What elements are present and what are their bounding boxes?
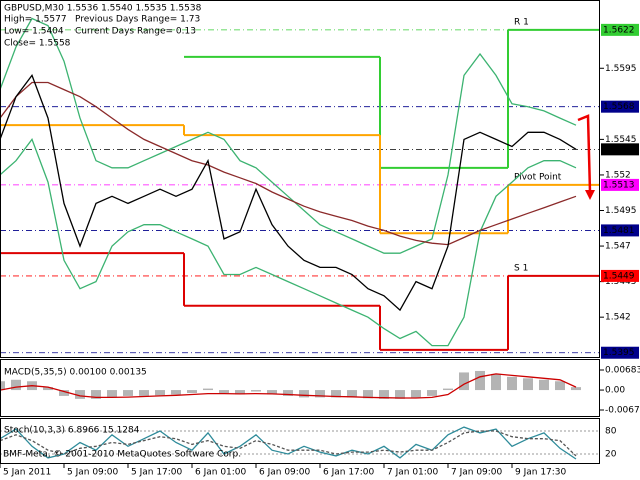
info: Previous Days Range= 1.73 [75,15,200,25]
x-tick-label: 6 Jan 17:00 [323,468,375,478]
panel-title: MACD(5,35,5) 0.00100 0.00135 [4,368,147,378]
series-line [0,430,577,457]
series-line [0,74,577,312]
stoch-frame [0,418,600,464]
price-box [601,269,639,282]
histogram-bar [0,381,5,391]
plot-area: R 1 Pivot Point S 1 [0,17,600,460]
info: High= 1.5577 [4,15,67,25]
copyright: BMF-Meta, © 2001-2010 MetaQuotes Softwar… [3,450,241,460]
price-box [601,100,639,113]
histogram-bar [139,390,149,396]
pivot-label: Pivot Point [514,172,562,182]
histogram-bar [523,378,533,391]
histogram-bar [491,373,501,391]
histogram-bar [395,390,405,399]
histogram-bar [91,390,101,399]
y-tick-label: 1.552 [605,170,631,180]
price-box [601,346,639,359]
series-line [0,81,577,246]
histogram-bar [155,390,165,396]
histogram-bar [379,390,389,399]
arrow [577,114,592,193]
main-frame [0,0,600,358]
price-box [601,23,639,36]
y-tick-label: 0.00 [605,386,625,396]
x-tick-label: 7 Jan 09:00 [451,468,503,478]
histogram-bar [555,381,565,391]
histogram-bar [347,390,357,398]
histogram-bar [75,390,85,399]
histogram-bar [459,372,469,391]
price-box-label: 1.5538 [603,145,635,155]
y-tick-label: 20 [605,450,617,460]
x-tick-label: 6 Jan 09:00 [259,468,311,478]
price-box-label: 1.5568 [603,102,635,112]
y-tick-label: 0.00683 [605,366,640,376]
histogram-bar [187,390,197,393]
x-tick-label: 6 Jan 01:00 [195,468,247,478]
series-line [0,17,577,254]
info: Low= 1.5404 [4,27,64,37]
histogram-bar [411,390,421,398]
macd-frame [0,359,600,417]
y-tick-label: -0.00679 [605,406,640,416]
histogram-bar [331,390,341,398]
histogram-bar [299,390,309,398]
y-tick-label: 1.547 [605,242,631,252]
histogram-bar [251,390,261,392]
pivot-label: R 1 [514,17,529,27]
price-box-label: 1.5481 [603,226,635,236]
x-tick-label: 7 Jan 01:00 [387,468,439,478]
histogram-bar [235,390,245,395]
histogram-bar [107,390,117,398]
y-tick-label: 1.5445 [605,277,637,287]
histogram-bar [203,388,213,391]
info: Close= 1.5558 [4,39,71,49]
panel-title: Stoch(10,3,3) 6.8966 15.1284 [4,426,140,436]
x-tick-label: 5 Jan 2011 [3,468,51,478]
y-tick-label: 80 [605,426,617,436]
price-box-label: 1.5622 [603,25,635,35]
histogram-bar [11,379,21,391]
series-line [0,138,577,347]
y-tick-label: 1.5545 [605,135,637,145]
histogram-bar [475,370,485,391]
y-tick-label: 1.542 [605,313,631,323]
histogram-bar [283,390,293,396]
pivot-label: S 1 [514,263,528,273]
histogram-bar [363,390,373,399]
arrow-head [585,190,595,200]
price-box [601,224,639,237]
price-box [601,143,639,156]
histogram-bar [427,390,437,396]
x-tick-label: 5 Jan 17:00 [131,468,183,478]
chart-title: GBPUSD,M30 1.5536 1.5540 1.5535 1.5538 [4,4,202,14]
histogram-bar [571,387,581,391]
x-tick-label: 5 Jan 09:00 [67,468,119,478]
series-line [0,373,577,399]
histogram-bar [507,376,517,391]
histogram-bar [123,390,133,396]
series-line [0,426,577,460]
price-box-label: 1.5513 [603,180,635,190]
histogram-bar [59,390,69,396]
y-tick-label: 1.5495 [605,206,637,216]
price-box-label: 1.5449 [603,271,635,281]
histogram-bar [315,390,325,398]
histogram-bar [443,388,453,391]
y-tick-label: 1.5595 [605,64,637,74]
histogram-bar [267,390,277,395]
histogram-bar [43,387,53,391]
x-tick-label: 9 Jan 17:30 [515,468,567,478]
price-box-label: 1.5395 [603,348,635,358]
histogram-bar [219,390,229,393]
info: Current Days Range= 0.13 [75,27,196,37]
histogram-bar [539,379,549,391]
histogram-bar [171,390,181,395]
price-box [601,178,639,191]
